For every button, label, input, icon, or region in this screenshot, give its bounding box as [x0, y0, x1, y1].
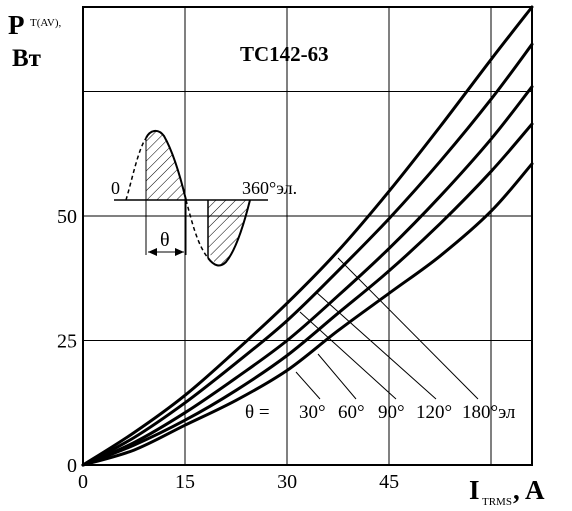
x-tick-label-1: 15: [175, 471, 195, 493]
inset-positive-hatch: [146, 130, 186, 200]
curve-labels: θ = 30° 60° 90° 120° 180°эл: [245, 402, 516, 423]
x-tick-label-2: 30: [277, 471, 297, 493]
tick-labels: 0 15 30 45 0 25 50: [57, 206, 399, 493]
x-tick-label-3: 45: [379, 471, 399, 493]
y-tick-label-2: 50: [57, 206, 77, 228]
y-axis-unit: Вт: [12, 45, 41, 72]
curve-label-90: 90°: [378, 402, 405, 423]
curve-leader-lines: [295, 257, 479, 400]
y-axis-label: P: [8, 10, 25, 40]
inset-positive-wave: [145, 130, 187, 201]
curve-label-30: 30°: [299, 402, 326, 423]
curve-label-prefix: θ =: [245, 402, 270, 423]
series-curve-4: [81, 5, 534, 467]
inset-negative-wave: [207, 199, 251, 267]
curve-label-60: 60°: [338, 402, 365, 423]
x-tick-label-0: 0: [78, 471, 88, 493]
leader-line-3: [315, 291, 437, 400]
inset-negative-hatch: [208, 200, 250, 266]
y-axis-label-main: P: [8, 10, 25, 40]
series-curves: [81, 5, 534, 467]
leader-line-4: [337, 257, 479, 400]
inset-angle-label: θ: [160, 229, 170, 251]
conduction-angle-inset: 0 360°эл. θ: [111, 130, 297, 267]
plot-frame: [82, 6, 533, 466]
y-tick-label-1: 25: [57, 331, 77, 353]
inset-dashed-fall: [185, 199, 209, 259]
x-axis-label-sub: TRMS: [482, 496, 512, 508]
inset-arrowhead-right: [175, 248, 184, 256]
curve-label-180: 180°эл: [462, 402, 516, 423]
leader-line-2: [299, 311, 397, 400]
series-curve-3: [81, 42, 534, 467]
leader-line-1: [317, 353, 357, 400]
inset-start-label: 0: [111, 178, 120, 198]
inset-dashed-rise: [125, 137, 147, 201]
inset-arrowhead-left: [148, 248, 157, 256]
series-curve-2: [81, 85, 534, 467]
y-axis-label-sub: T(AV),: [30, 17, 62, 29]
series-curve-1: [81, 122, 534, 467]
inset-end-label: 360°эл.: [242, 178, 297, 198]
series-curve-0: [81, 162, 534, 467]
curve-label-120: 120°: [416, 402, 452, 423]
x-axis-label-main: I: [469, 475, 480, 505]
y-tick-label-0: 0: [67, 455, 77, 477]
leader-line-0: [295, 371, 321, 400]
chart-title: ТС142-63: [240, 42, 329, 66]
x-axis-unit: , A: [513, 475, 545, 505]
